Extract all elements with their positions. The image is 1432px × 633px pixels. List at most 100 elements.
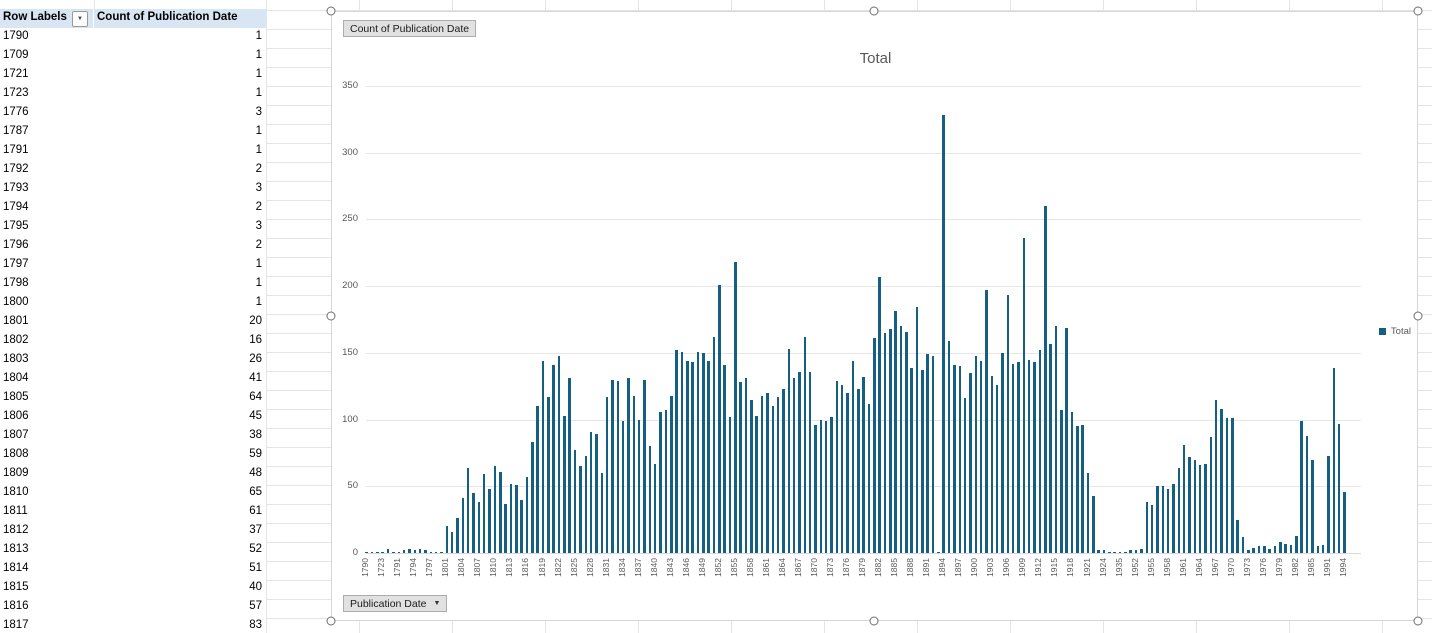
row-label-cell[interactable]: 1791 (3, 144, 29, 156)
x-axis-tick-label: 1828 (584, 558, 595, 577)
bar-1924 (1102, 550, 1106, 553)
count-value-cell[interactable]: 48 (249, 467, 262, 479)
count-value-cell[interactable]: 2 (255, 163, 262, 175)
chart-title[interactable]: Total (859, 50, 892, 67)
count-value-cell[interactable]: 1 (255, 68, 262, 80)
count-value-cell[interactable]: 2 (255, 201, 262, 213)
row-label-cell[interactable]: 1798 (3, 277, 29, 289)
table-row: 1709 1 (0, 47, 266, 66)
row-label-cell[interactable]: 1801 (3, 315, 29, 327)
selection-handle-bottom-right[interactable] (1413, 616, 1423, 626)
row-label-cell[interactable]: 1812 (3, 524, 29, 536)
bar-1964 (1198, 464, 1202, 553)
bar-1871 (819, 419, 823, 553)
count-value-cell[interactable]: 61 (249, 505, 262, 517)
selection-handle-mid-right[interactable] (1413, 311, 1423, 321)
row-label-cell[interactable]: 1813 (3, 543, 29, 555)
bar-1857 (744, 378, 748, 553)
row-label-cell[interactable]: 1803 (3, 353, 29, 365)
row-label-cell[interactable]: 1811 (3, 505, 28, 517)
bar-1776 (386, 548, 390, 553)
pivot-chart[interactable]: Count of Publication Date Total Total Pu… (331, 11, 1418, 621)
bar-1966 (1209, 436, 1213, 553)
count-value-cell[interactable]: 37 (249, 524, 262, 536)
row-label-cell[interactable]: 1787 (3, 125, 29, 137)
selection-handle-top-left[interactable] (326, 6, 336, 16)
row-label-cell[interactable]: 1814 (3, 562, 29, 574)
y-axis-tick-label: 0 (352, 547, 358, 558)
count-value-cell[interactable]: 1 (255, 87, 262, 99)
row-label-cell[interactable]: 1792 (3, 163, 29, 175)
count-value-cell[interactable]: 64 (249, 391, 262, 403)
selection-handle-bottom-left[interactable] (326, 616, 336, 626)
selection-handle-mid-left[interactable] (326, 311, 336, 321)
count-value-cell[interactable]: 3 (255, 220, 262, 232)
count-value-cell[interactable]: 40 (249, 581, 262, 593)
count-value-cell[interactable]: 1 (255, 258, 262, 270)
bar-1986 (1316, 546, 1319, 553)
count-value-cell[interactable]: 38 (249, 429, 262, 441)
row-label-cell[interactable]: 1790 (3, 30, 29, 42)
row-label-cell[interactable]: 1802 (3, 334, 29, 346)
row-label-cell[interactable]: 1804 (3, 372, 29, 384)
row-label-cell[interactable]: 1809 (3, 467, 29, 479)
bar-1794 (413, 550, 417, 553)
count-value-cell[interactable]: 57 (249, 600, 262, 612)
count-value-cell[interactable]: 3 (255, 182, 262, 194)
selection-handle-bottom-center[interactable] (869, 616, 879, 626)
count-value-cell[interactable]: 41 (249, 372, 262, 384)
count-value-cell[interactable]: 1 (255, 125, 262, 137)
row-label-cell[interactable]: 1816 (3, 600, 29, 612)
values-field-button[interactable]: Count of Publication Date (343, 20, 477, 37)
count-value-cell[interactable]: 65 (249, 486, 262, 498)
row-label-cell[interactable]: 1800 (3, 296, 29, 308)
row-label-cell[interactable]: 1806 (3, 410, 29, 422)
chart-legend[interactable]: Total (1378, 326, 1411, 337)
row-label-cell[interactable]: 1815 (3, 581, 29, 593)
row-label-cell[interactable]: 1808 (3, 448, 29, 460)
x-axis-tick-label: 1897 (953, 558, 964, 577)
row-labels-header[interactable]: Row Labels (0, 9, 94, 28)
x-axis-tick-label: 1882 (873, 558, 884, 577)
row-label-cell[interactable]: 1709 (3, 49, 29, 61)
count-value-cell[interactable]: 1 (255, 30, 262, 42)
count-value-cell[interactable]: 2 (255, 239, 262, 251)
bar-1803 (456, 518, 459, 553)
selection-handle-top-right[interactable] (1413, 6, 1423, 16)
count-value-cell[interactable]: 1 (255, 277, 262, 289)
chart-gridline (366, 152, 1361, 154)
count-value-cell[interactable]: 52 (249, 543, 262, 555)
selection-handle-top-center[interactable] (869, 6, 879, 16)
count-value-cell[interactable]: 1 (255, 296, 262, 308)
count-value-cell[interactable]: 59 (249, 448, 262, 460)
count-header[interactable]: Count of Publication Date (97, 11, 238, 23)
count-value-cell[interactable]: 16 (249, 334, 262, 346)
bar-1808 (482, 474, 486, 553)
bar-1955 (1150, 504, 1154, 553)
row-label-cell[interactable]: 1723 (3, 87, 29, 99)
count-value-cell[interactable]: 26 (249, 353, 262, 365)
bar-1818 (536, 406, 539, 553)
count-value-cell[interactable]: 45 (249, 410, 262, 422)
row-label-cell[interactable]: 1817 (3, 619, 29, 631)
row-label-cell[interactable]: 1795 (3, 220, 29, 232)
filter-dropdown-button[interactable]: ▼ (72, 10, 88, 27)
row-label-cell[interactable]: 1794 (3, 201, 29, 213)
count-value-cell[interactable]: 1 (255, 49, 262, 61)
row-label-cell[interactable]: 1776 (3, 106, 29, 118)
row-label-cell[interactable]: 1797 (3, 258, 29, 270)
count-value-cell[interactable]: 3 (255, 106, 262, 118)
row-label-cell[interactable]: 1793 (3, 182, 29, 194)
row-label-cell[interactable]: 1796 (3, 239, 29, 251)
row-label-cell[interactable]: 1805 (3, 391, 29, 403)
row-label-cell[interactable]: 1810 (3, 486, 29, 498)
count-value-cell[interactable]: 1 (255, 144, 262, 156)
row-label-cell[interactable]: 1721 (3, 68, 29, 80)
axis-field-button[interactable]: Publication Date ▼ (343, 595, 448, 612)
y-axis-tick-label: 300 (342, 146, 358, 158)
count-value-cell[interactable]: 51 (249, 562, 262, 574)
count-value-cell[interactable]: 20 (249, 315, 262, 327)
bar-1895 (947, 340, 951, 553)
count-value-cell[interactable]: 83 (249, 619, 262, 631)
row-label-cell[interactable]: 1807 (3, 429, 29, 441)
